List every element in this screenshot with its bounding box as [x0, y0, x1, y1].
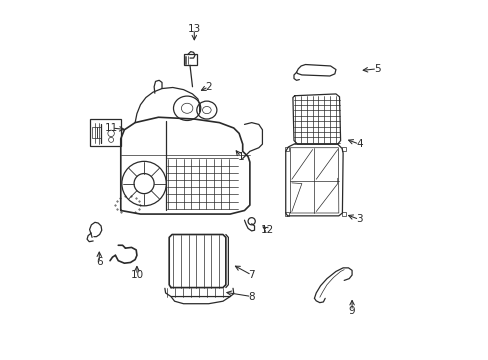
Bar	[342, 212, 346, 216]
Text: 4: 4	[355, 139, 362, 149]
Text: 1: 1	[237, 152, 244, 162]
Text: 7: 7	[248, 270, 254, 280]
Text: 2: 2	[205, 82, 211, 92]
Bar	[183, 54, 197, 65]
Text: 9: 9	[348, 306, 355, 316]
Text: 10: 10	[130, 270, 143, 280]
Text: 5: 5	[373, 64, 380, 74]
Text: 6: 6	[96, 257, 102, 267]
Text: 3: 3	[355, 215, 362, 224]
Text: 8: 8	[248, 292, 254, 302]
Bar	[285, 147, 288, 151]
Text: 13: 13	[187, 24, 201, 35]
Bar	[97, 127, 101, 138]
Bar	[285, 212, 288, 216]
Text: 12: 12	[261, 225, 274, 235]
Bar	[90, 119, 121, 146]
Bar	[92, 127, 97, 138]
Text: 11: 11	[105, 123, 118, 133]
Bar	[342, 147, 346, 151]
